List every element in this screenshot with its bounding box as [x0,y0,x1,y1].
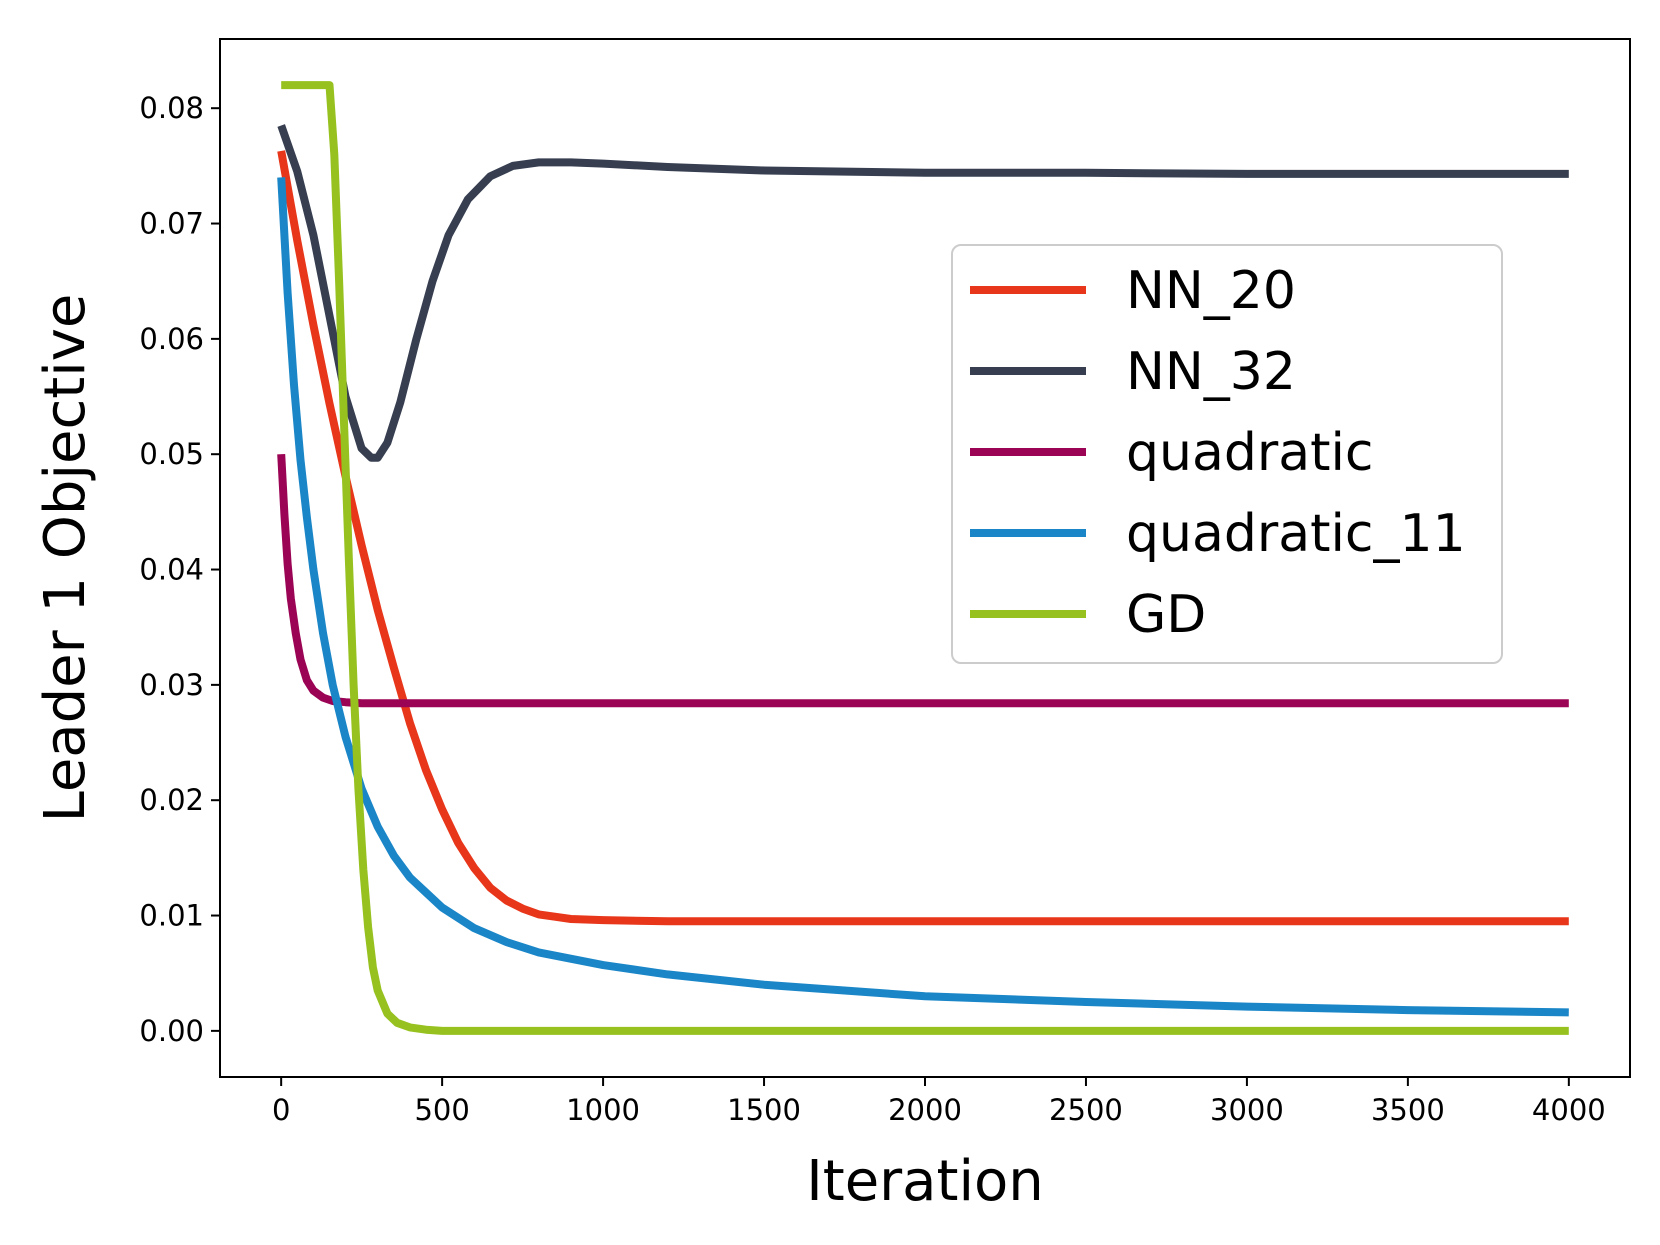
y-tick-label: 0.01 [139,899,204,933]
x-axis-ticks: 0 500 1000 1500 2000 2500 3000 3500 4000 [272,1077,1606,1127]
x-tick-label: 500 [414,1093,469,1127]
y-axis-ticks: 0.00 0.01 0.02 0.03 0.04 0.05 0.06 0.07 0.08 [139,91,220,1048]
legend-label: quadratic [1126,423,1374,483]
x-axis-label: Iteration [806,1149,1044,1214]
legend-label: NN_32 [1126,342,1296,402]
series-line-quadratic-11 [277,177,1569,1017]
y-axis-label: Leader 1 Objective [33,294,98,823]
y-tick-label: 0.04 [139,553,204,587]
x-tick-label: 2000 [888,1093,962,1127]
y-tick-label: 0.02 [139,783,204,817]
y-tick-label: 0.06 [139,322,204,356]
y-tick-label: 0.05 [139,437,204,471]
series-layer [277,81,1569,1035]
x-tick-label: 3000 [1210,1093,1284,1127]
y-tick-label: 0.08 [139,91,204,125]
x-tick-label: 1000 [566,1093,640,1127]
x-tick-label: 4000 [1532,1093,1606,1127]
x-tick-label: 3500 [1371,1093,1445,1127]
legend-label: quadratic_11 [1126,504,1466,564]
legend: NN_20 NN_32 quadratic quadratic_11 GD [951,244,1503,664]
y-tick-label: 0.03 [139,668,204,702]
y-tick-label: 0.07 [139,207,204,241]
y-tick-label: 0.00 [139,1014,204,1048]
legend-label: NN_20 [1126,261,1296,321]
x-tick-label: 1500 [727,1093,801,1127]
series-line-nn-20 [277,150,1569,926]
legend-label: GD [1126,585,1206,645]
series-line-nn-32 [277,124,1569,462]
legend-frame [951,244,1503,664]
x-tick-label: 0 [272,1093,290,1127]
x-tick-label: 2500 [1049,1093,1123,1127]
series-line-gd [281,81,1569,1035]
